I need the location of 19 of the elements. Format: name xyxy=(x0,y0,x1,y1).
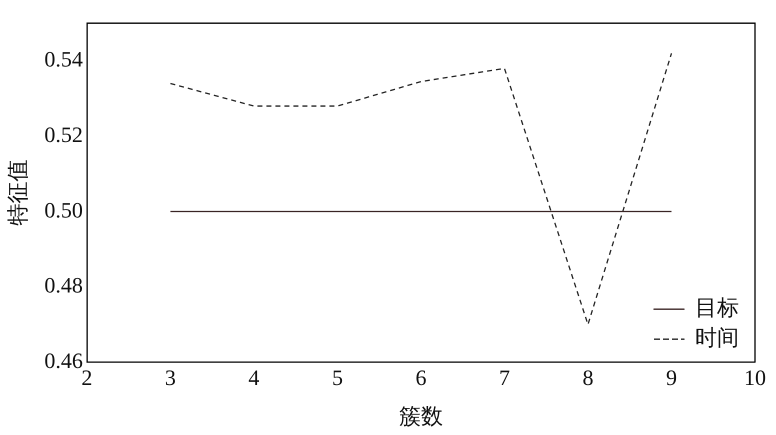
line-series xyxy=(170,52,672,326)
x-tick-label: 9 xyxy=(666,365,677,390)
x-tick-label: 5 xyxy=(332,365,343,390)
y-tick-label: 0.48 xyxy=(44,272,83,298)
y-tick-label: 0.50 xyxy=(44,197,83,222)
legend-label: 时间 xyxy=(695,324,739,350)
y-tick-label: 0.46 xyxy=(44,348,83,373)
y-tick-label: 0.52 xyxy=(44,122,83,147)
x-tick-label: 3 xyxy=(164,365,176,390)
x-tick-label: 10 xyxy=(744,365,766,390)
x-tick-label: 2 xyxy=(81,365,92,390)
y-tick-label: 0.54 xyxy=(44,46,83,72)
x-tick-label: 4 xyxy=(248,365,260,390)
y-axis-title: 特征值 xyxy=(4,160,30,226)
x-tick-label: 8 xyxy=(582,365,594,390)
x-tick-label: 7 xyxy=(498,365,510,390)
x-tick-label: 6 xyxy=(415,365,426,390)
x-axis-title: 簇数 xyxy=(398,404,443,429)
legend-label: 目标 xyxy=(695,294,739,320)
